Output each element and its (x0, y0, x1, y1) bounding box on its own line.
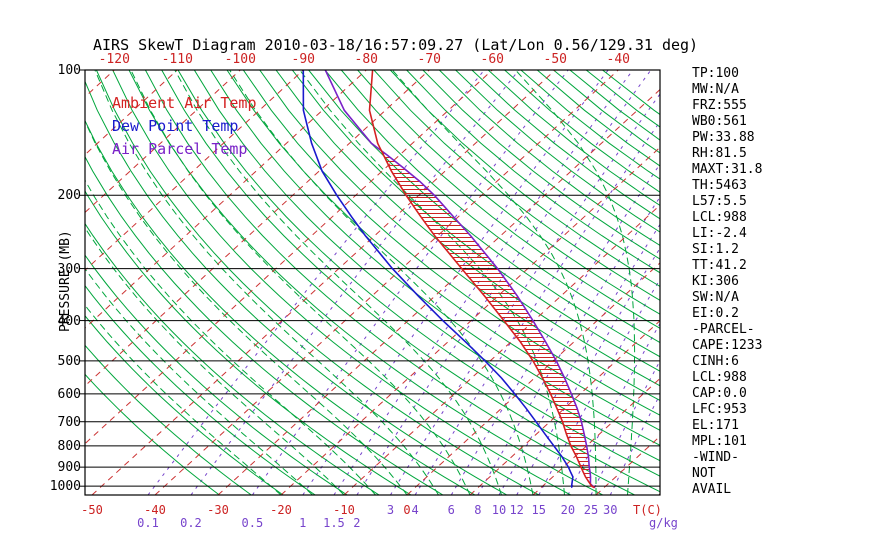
mixing-ratio-tick-4: 4 (411, 503, 419, 517)
stat-line-26: AVAIL (692, 482, 732, 497)
bottom-temp-tick--30: -30 (207, 503, 229, 517)
bottom-temp-tick-0: 0 (403, 503, 411, 517)
top-temp-tick--120: -120 (98, 52, 130, 67)
pressure-tick-100: 100 (57, 63, 81, 78)
stat-line-12: TT:41.2 (692, 258, 747, 273)
stat-line-11: SI:1.2 (692, 242, 739, 257)
stat-line-19: LCL:988 (692, 370, 747, 385)
pressure-tick-800: 800 (57, 438, 81, 454)
mixing-ratio-tick-0-1: 0.1 (137, 516, 159, 530)
mixing-ratio-tick-10: 10 (491, 503, 507, 517)
top-temp-tick--80: -80 (354, 52, 378, 67)
top-temp-tick--90: -90 (291, 52, 315, 67)
stats-panel: TP:100 MW:N/A FRZ:555 WB0:561 PW:33.88 RH:81.… (692, 66, 762, 498)
stat-line-2: FRZ:555 (692, 98, 747, 113)
stat-line-10: LI:-2.4 (692, 226, 747, 241)
mixing-ratio-tick-8: 8 (474, 503, 482, 517)
stat-line-13: KI:306 (692, 274, 739, 289)
mixing-ratio-tick-25: 25 (583, 503, 599, 517)
legend-air-parcel-temp: Air Parcel Temp (112, 140, 248, 158)
mixing-ratio-tick-30: 30 (603, 503, 618, 517)
stat-line-24: -WIND- (692, 450, 739, 465)
stat-line-20: CAP:0.0 (692, 386, 747, 401)
mixing-ratio-tick-0-2: 0.2 (180, 516, 202, 530)
mixing-ratio-tick-3: 3 (386, 503, 395, 517)
stat-line-17: CAPE:1233 (692, 338, 763, 353)
stat-line-14: SW:N/A (692, 290, 739, 305)
sounding-curves (302, 70, 596, 489)
bottom-temp-tick--10: -10 (333, 503, 355, 517)
stat-line-7: TH:5463 (692, 178, 747, 193)
stat-line-1: MW:N/A (692, 82, 739, 97)
pressure-tick-700: 700 (57, 414, 81, 430)
top-temp-tick--60: -60 (480, 52, 504, 67)
temp-unit-label: T(C) (633, 503, 662, 517)
stat-line-22: EL:171 (692, 418, 739, 433)
mixing-ratio-tick-15: 15 (531, 503, 546, 517)
stat-line-16: -PARCEL- (692, 322, 755, 337)
top-temp-tick--110: -110 (161, 52, 193, 67)
stat-line-6: MAXT:31.8 (692, 162, 763, 177)
stat-line-15: EI:0.2 (692, 306, 739, 321)
stat-line-3: WB0:561 (692, 114, 747, 129)
pressure-tick-1000: 1000 (49, 479, 81, 495)
pressure-tick-600: 600 (57, 386, 81, 402)
legend-ambient-air-temp: Ambient Air Temp (112, 94, 257, 112)
mixing-ratio-tick-0-5: 0.5 (241, 516, 264, 530)
stat-line-21: LFC:953 (692, 402, 747, 417)
mixing-ratio-tick-12: 12 (509, 503, 524, 517)
pressure-tick-500: 500 (57, 353, 81, 369)
pressure-tick-200: 200 (57, 188, 81, 204)
legend-dew-point-temp: Dew Point Temp (112, 117, 239, 135)
stat-line-0: TP:100 (692, 66, 739, 81)
pressure-tick-300: 300 (57, 261, 81, 277)
pressure-tick-900: 900 (57, 460, 81, 476)
isotherm-lines (85, 70, 660, 495)
plot-border (84, 69, 661, 496)
mixing-ratio-tick-1-5: 1.5 (323, 516, 345, 530)
stat-line-4: PW:33.88 (692, 130, 755, 145)
stat-line-18: CINH:6 (692, 354, 739, 369)
top-temp-tick--40: -40 (606, 52, 630, 67)
mixing-ratio-tick-1: 1 (299, 516, 307, 530)
bottom-temp-tick--40: -40 (144, 503, 166, 517)
stat-line-8: L57:5.5 (692, 194, 747, 209)
mixing-ratio-tick-20: 20 (560, 503, 576, 517)
bottom-temp-tick--50: -50 (81, 503, 103, 517)
stat-line-25: NOT (692, 466, 716, 481)
bottom-temp-tick--20: -20 (270, 503, 292, 517)
page-title: AIRS SkewT Diagram 2010-03-18/16:57:09.2… (93, 36, 699, 54)
mixing-unit-label: g/kg (649, 516, 678, 530)
top-temp-tick--50: -50 (543, 52, 567, 67)
mixing-ratio-tick-2: 2 (353, 516, 361, 530)
pressure-tick-400: 400 (57, 313, 81, 329)
mixing-ratio-tick-6: 6 (447, 503, 455, 517)
top-temp-tick--100: -100 (224, 52, 256, 67)
stat-line-23: MPL:101 (692, 434, 747, 449)
stat-line-5: RH:81.5 (692, 146, 747, 161)
top-temp-tick--70: -70 (417, 52, 441, 67)
stat-line-9: LCL:988 (692, 210, 747, 225)
